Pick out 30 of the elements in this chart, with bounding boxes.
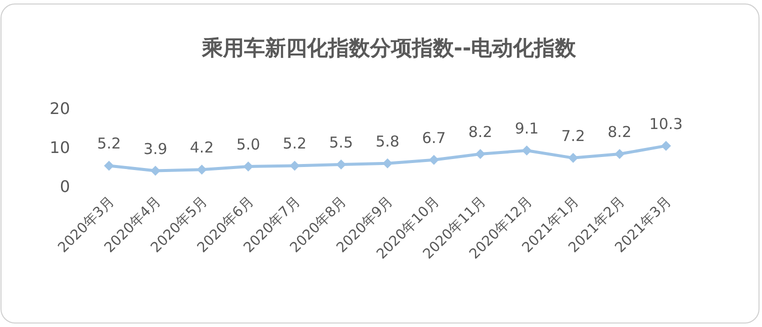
point bbox=[150, 166, 160, 176]
point bbox=[522, 146, 532, 156]
point bbox=[475, 149, 486, 160]
data-label: 8.2 bbox=[608, 123, 632, 142]
data-label: 5.2 bbox=[97, 134, 121, 153]
y-tick-label: 0 bbox=[60, 177, 70, 196]
data-label: 3.9 bbox=[143, 140, 168, 158]
data-label: 4.2 bbox=[190, 138, 214, 157]
data-label: 7.2 bbox=[561, 126, 586, 145]
data-label: 5.5 bbox=[329, 134, 354, 152]
point bbox=[568, 152, 578, 163]
point bbox=[290, 160, 300, 171]
y-tick-label: 20 bbox=[50, 99, 70, 118]
y-tick-label: 10 bbox=[50, 138, 70, 157]
data-label: 6.7 bbox=[422, 128, 446, 147]
point bbox=[196, 164, 207, 175]
data-label: 5.2 bbox=[282, 134, 307, 153]
data-label: 8.2 bbox=[468, 123, 492, 142]
data-label: 5.8 bbox=[376, 132, 400, 150]
point bbox=[382, 158, 392, 168]
point bbox=[614, 149, 625, 160]
data-label: 5.0 bbox=[236, 136, 260, 154]
point bbox=[243, 162, 254, 172]
point bbox=[428, 154, 439, 165]
point bbox=[336, 160, 346, 170]
point bbox=[661, 140, 671, 151]
data-label: 9.1 bbox=[514, 120, 539, 138]
point bbox=[104, 160, 114, 171]
data-label: 10.3 bbox=[649, 114, 683, 133]
chart-title: 乘用车新四化指数分项指数--电动化指数 bbox=[200, 36, 578, 60]
